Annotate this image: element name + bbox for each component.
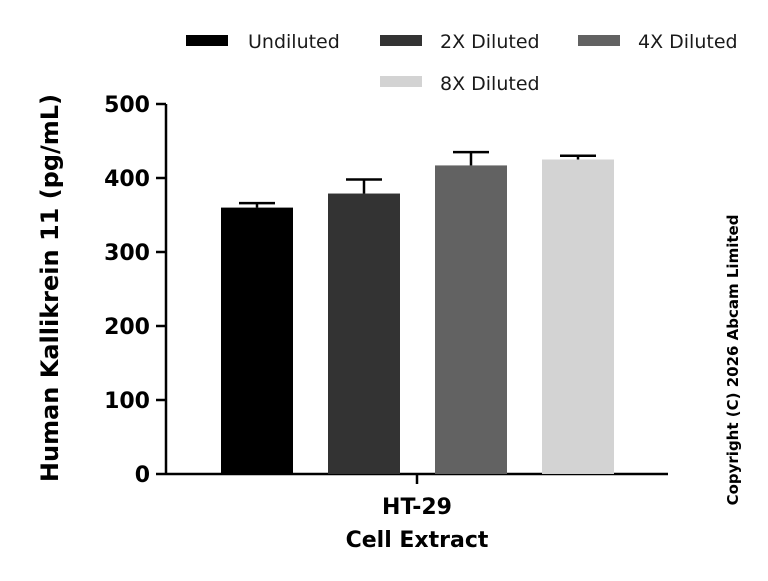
error-bars (239, 150, 596, 208)
y-axis-title: Human Kallikrein 11 (pg/mL) (36, 94, 64, 482)
y-tick-label: 100 (104, 389, 150, 414)
y-tick-label: 200 (104, 315, 150, 340)
legend-label-4x-diluted: 4X Diluted (638, 31, 738, 53)
bar-2x-diluted (328, 193, 400, 475)
bar-undiluted (221, 207, 293, 474)
y-ticks: 0 100 200 300 400 500 (104, 93, 166, 488)
y-axis: 0 100 200 300 400 500 (104, 93, 168, 488)
x-category-label-line-1: HT-29 (382, 495, 452, 520)
bars (221, 159, 614, 475)
legend-swatch-4x-diluted (578, 35, 620, 46)
y-tick-label: 0 (135, 463, 150, 488)
legend-item-8x-diluted: 8X Diluted (380, 73, 540, 95)
x-category-label-line-2: Cell Extract (346, 528, 489, 553)
legend-item-2x-diluted: 2X Diluted (380, 31, 540, 53)
legend: Undiluted 2X Diluted 4X Diluted 8X Dilut… (186, 31, 738, 95)
legend-item-4x-diluted: 4X Diluted (578, 31, 738, 53)
bar-4x-diluted (435, 165, 507, 475)
legend-item-undiluted: Undiluted (186, 31, 340, 53)
x-axis: HT-29 Cell Extract (166, 472, 668, 553)
legend-label-undiluted: Undiluted (248, 31, 340, 53)
legend-label-2x-diluted: 2X Diluted (440, 31, 540, 53)
copyright-text: Copyright (C) 2026 Abcam Limited (724, 215, 742, 506)
legend-swatch-8x-diluted (380, 76, 422, 87)
bar-8x-diluted (542, 159, 614, 474)
legend-swatch-undiluted (186, 35, 228, 46)
y-tick-label: 300 (104, 241, 150, 266)
y-tick-label: 500 (104, 93, 150, 118)
y-tick-label: 400 (104, 167, 150, 192)
legend-label-8x-diluted: 8X Diluted (440, 73, 540, 95)
legend-swatch-2x-diluted (380, 35, 422, 46)
